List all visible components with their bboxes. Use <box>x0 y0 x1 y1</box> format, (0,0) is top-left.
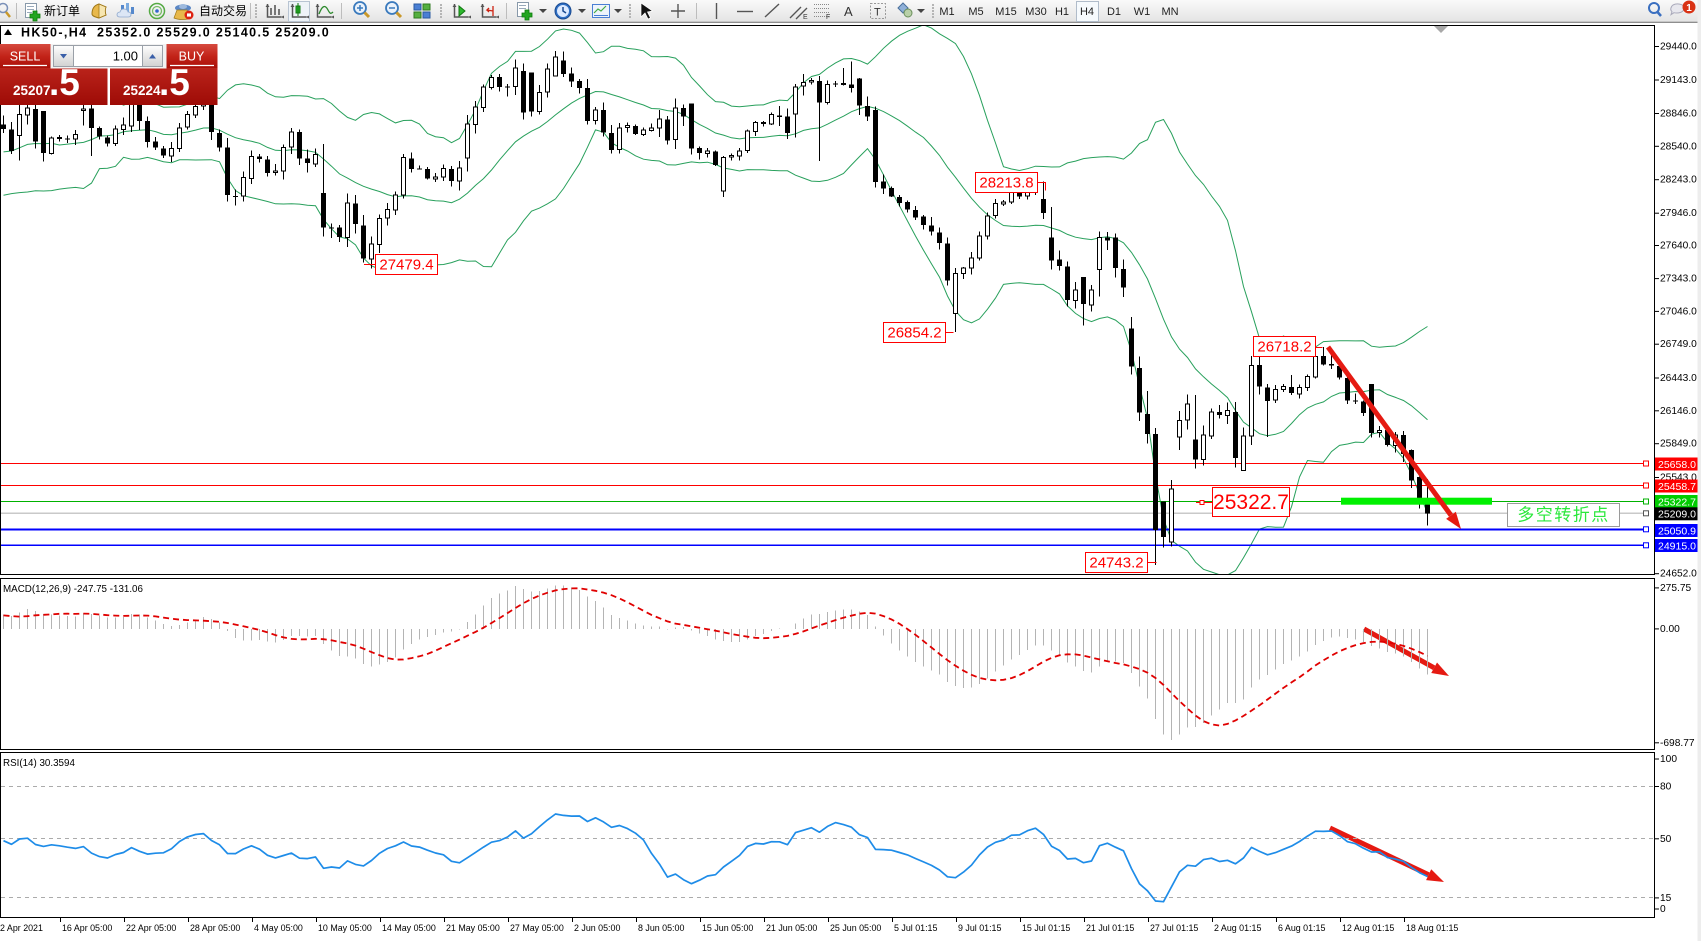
svg-text:26718.2: 26718.2 <box>1257 338 1311 355</box>
svg-text:25050.9: 25050.9 <box>1658 525 1696 537</box>
svg-text:9 Jul 01:15: 9 Jul 01:15 <box>958 923 1001 933</box>
svg-text:15 Jul 01:15: 15 Jul 01:15 <box>1022 923 1070 933</box>
svg-text:12 Aug 01:15: 12 Aug 01:15 <box>1342 923 1394 933</box>
svg-text:27479.4: 27479.4 <box>379 256 433 273</box>
svg-text:24915.0: 24915.0 <box>1658 540 1696 552</box>
svg-text:27 May 05:00: 27 May 05:00 <box>510 923 564 933</box>
svg-text:25658.0: 25658.0 <box>1658 459 1696 471</box>
svg-text:25849.0: 25849.0 <box>1660 439 1697 450</box>
svg-text:M1: M1 <box>939 6 954 18</box>
svg-text:0.00: 0.00 <box>1660 624 1680 635</box>
svg-text:E: E <box>803 14 808 21</box>
svg-text:SELL: SELL <box>10 50 41 64</box>
svg-text:MACD(12,26,9) -247.75 -131.06: MACD(12,26,9) -247.75 -131.06 <box>3 584 144 595</box>
svg-text:50: 50 <box>1660 834 1672 845</box>
svg-text:M15: M15 <box>995 6 1016 18</box>
svg-text:8 Jun 05:00: 8 Jun 05:00 <box>638 923 684 933</box>
svg-text:27343.0: 27343.0 <box>1660 274 1697 285</box>
svg-text:275.75: 275.75 <box>1660 583 1691 594</box>
svg-text:BUY: BUY <box>179 50 205 64</box>
svg-text:A: A <box>844 4 853 19</box>
svg-text:80: 80 <box>1660 782 1672 793</box>
svg-text:.5: .5 <box>159 62 190 103</box>
svg-text:5 Jul 01:15: 5 Jul 01:15 <box>894 923 937 933</box>
svg-text:T: T <box>874 7 881 19</box>
svg-text:29143.0: 29143.0 <box>1660 75 1697 86</box>
svg-text:-698.77: -698.77 <box>1660 738 1695 749</box>
svg-text:HK50-,H4 25352.0 25529.0 2514: HK50-,H4 25352.0 25529.0 25140.5 25209.0 <box>21 26 330 40</box>
svg-text:21 Jul 01:15: 21 Jul 01:15 <box>1086 923 1134 933</box>
svg-text:自动交易: 自动交易 <box>199 3 247 18</box>
svg-text:25 Jun 05:00: 25 Jun 05:00 <box>830 923 881 933</box>
svg-text:1: 1 <box>1686 3 1692 14</box>
svg-text:25543.0: 25543.0 <box>1660 473 1697 484</box>
svg-text:6 Aug 01:15: 6 Aug 01:15 <box>1278 923 1325 933</box>
svg-text:.5: .5 <box>49 62 80 103</box>
svg-text:28540.0: 28540.0 <box>1660 141 1697 152</box>
svg-text:28 Apr 05:00: 28 Apr 05:00 <box>190 923 240 933</box>
svg-text:29440.0: 29440.0 <box>1660 42 1697 53</box>
svg-text:27640.0: 27640.0 <box>1660 241 1697 252</box>
svg-text:27946.0: 27946.0 <box>1660 208 1697 219</box>
svg-text:26854.2: 26854.2 <box>887 324 941 341</box>
svg-text:H4: H4 <box>1080 6 1094 18</box>
svg-text:16 Apr 05:00: 16 Apr 05:00 <box>62 923 112 933</box>
svg-text:26749.0: 26749.0 <box>1660 339 1697 350</box>
svg-text:25224: 25224 <box>123 83 161 98</box>
svg-text:25209.0: 25209.0 <box>1658 509 1696 521</box>
svg-text:RSI(14) 30.3594: RSI(14) 30.3594 <box>3 758 75 769</box>
svg-text:W1: W1 <box>1134 6 1151 18</box>
svg-text:14 May 05:00: 14 May 05:00 <box>382 923 436 933</box>
svg-text:MN: MN <box>1161 6 1178 18</box>
svg-text:100: 100 <box>1660 754 1677 765</box>
svg-text:18 Aug 01:15: 18 Aug 01:15 <box>1406 923 1458 933</box>
svg-text:26146.0: 26146.0 <box>1660 406 1697 417</box>
svg-text:15: 15 <box>1660 893 1672 904</box>
svg-text:26443.0: 26443.0 <box>1660 373 1697 384</box>
svg-text:21 May 05:00: 21 May 05:00 <box>446 923 500 933</box>
svg-text:H1: H1 <box>1055 6 1069 18</box>
svg-text:24743.2: 24743.2 <box>1089 554 1143 571</box>
svg-text:15 Jun 05:00: 15 Jun 05:00 <box>702 923 753 933</box>
svg-text:多空转折点: 多空转折点 <box>1517 506 1610 525</box>
svg-text:2 Jun 05:00: 2 Jun 05:00 <box>574 923 620 933</box>
svg-text:21 Jun 05:00: 21 Jun 05:00 <box>766 923 817 933</box>
svg-text:25322.7: 25322.7 <box>1213 491 1289 514</box>
svg-text:27 Jul 01:15: 27 Jul 01:15 <box>1150 923 1198 933</box>
svg-text:新订单: 新订单 <box>44 3 80 18</box>
svg-text:25322.7: 25322.7 <box>1658 496 1696 508</box>
svg-text:4 May 05:00: 4 May 05:00 <box>254 923 303 933</box>
svg-text:0: 0 <box>1660 904 1666 915</box>
svg-text:10 May 05:00: 10 May 05:00 <box>318 923 372 933</box>
svg-text:25207: 25207 <box>13 83 51 98</box>
svg-text:2 Apr 2021: 2 Apr 2021 <box>0 923 43 933</box>
svg-text:28243.0: 28243.0 <box>1660 175 1697 186</box>
svg-text:M30: M30 <box>1025 6 1046 18</box>
svg-text:28846.0: 28846.0 <box>1660 109 1697 120</box>
svg-text:M5: M5 <box>968 6 983 18</box>
svg-text:28213.8: 28213.8 <box>979 174 1033 191</box>
svg-text:24652.0: 24652.0 <box>1660 569 1697 580</box>
svg-text:27046.0: 27046.0 <box>1660 306 1697 317</box>
svg-text:1.00: 1.00 <box>113 49 138 64</box>
svg-text:F: F <box>826 14 830 21</box>
svg-text:22 Apr 05:00: 22 Apr 05:00 <box>126 923 176 933</box>
svg-text:25458.7: 25458.7 <box>1658 481 1696 493</box>
svg-text:2 Aug 01:15: 2 Aug 01:15 <box>1214 923 1261 933</box>
svg-text:D1: D1 <box>1107 6 1121 18</box>
